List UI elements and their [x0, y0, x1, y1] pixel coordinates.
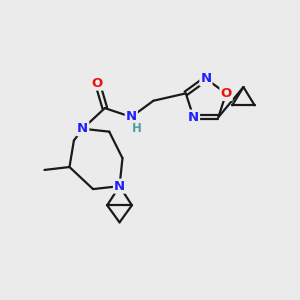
Text: N: N	[126, 110, 137, 123]
Text: N: N	[114, 180, 125, 193]
Text: N: N	[188, 111, 199, 124]
Text: O: O	[92, 76, 103, 90]
Text: N: N	[77, 122, 88, 135]
Text: H: H	[132, 122, 142, 135]
Text: N: N	[200, 72, 211, 85]
Text: O: O	[220, 87, 232, 100]
